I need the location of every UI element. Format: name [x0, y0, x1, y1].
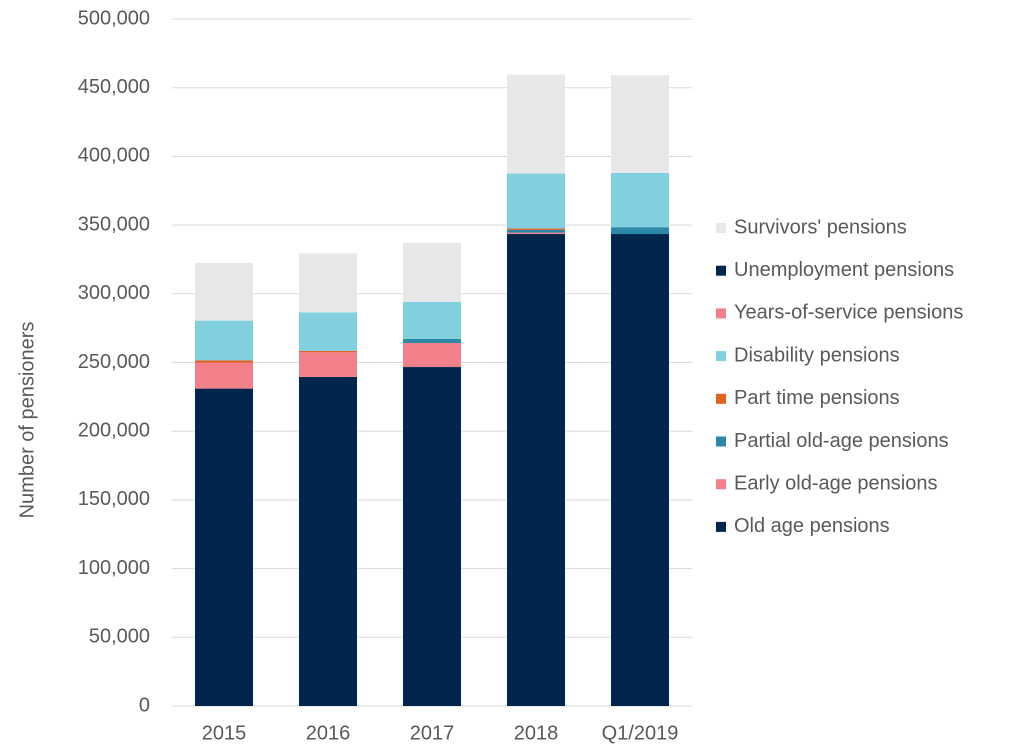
- x-tick-label: Q1/2019: [602, 722, 679, 744]
- bar-segment: [403, 367, 461, 706]
- bar-segment: [611, 227, 669, 235]
- legend-swatch: [716, 436, 726, 447]
- legend-label: Unemployment pensions: [734, 259, 954, 281]
- bar-segment: [611, 172, 669, 228]
- x-tick-label: 2016: [306, 722, 351, 744]
- y-tick-label: 50,000: [89, 626, 150, 648]
- bar-segment: [611, 75, 669, 173]
- legend-label: Disability pensions: [734, 344, 900, 366]
- bar-segment: [403, 242, 461, 302]
- legend-swatch: [716, 265, 726, 276]
- bar-segment: [403, 301, 461, 339]
- legend-label: Part time pensions: [734, 387, 900, 409]
- y-tick-label: 250,000: [78, 351, 150, 373]
- legend-label: Years-of-service pensions: [734, 302, 963, 324]
- bar-segment: [195, 362, 253, 389]
- bar-segment: [299, 350, 357, 353]
- bar-segment: [403, 342, 461, 368]
- bar-segment: [403, 338, 461, 343]
- bar-segment: [299, 376, 357, 706]
- x-tick-label: 2018: [514, 722, 559, 744]
- y-axis-label: Number of pensioners: [16, 322, 38, 519]
- legend-label: Early old-age pensions: [734, 472, 937, 494]
- legend-swatch: [716, 223, 726, 233]
- bar-segment: [611, 234, 669, 706]
- legend-label: Old age pensions: [734, 515, 890, 537]
- legend-label: Survivors' pensions: [734, 216, 907, 238]
- y-tick-label: 0: [139, 694, 150, 716]
- bar-segment: [507, 229, 565, 233]
- bar-segment: [299, 253, 357, 313]
- y-tick-label: 150,000: [78, 488, 150, 510]
- legend-swatch: [716, 308, 726, 319]
- legend-swatch: [716, 479, 726, 490]
- y-tick-label: 200,000: [78, 419, 150, 441]
- legend-swatch: [716, 521, 726, 532]
- bar-segment: [507, 173, 565, 229]
- bar-segment: [507, 228, 565, 230]
- y-tick-label: 350,000: [78, 213, 150, 235]
- y-tick-label: 400,000: [78, 145, 150, 167]
- bar-segment: [507, 232, 565, 235]
- y-tick-label: 500,000: [78, 7, 150, 29]
- y-tick-label: 300,000: [78, 282, 150, 304]
- bar-segment: [507, 234, 565, 706]
- bar-segment: [195, 262, 253, 321]
- x-tick-label: 2015: [202, 722, 247, 744]
- y-tick-label: 450,000: [78, 76, 150, 98]
- legend-swatch: [716, 393, 726, 404]
- bar-segment: [195, 360, 253, 363]
- bar-segment: [195, 320, 253, 361]
- legend-swatch: [716, 351, 726, 362]
- bar-segment: [195, 388, 253, 706]
- bar-segment: [299, 312, 357, 351]
- legend-label: Partial old-age pensions: [734, 430, 949, 452]
- x-tick-label: 2017: [410, 722, 455, 744]
- bar-segment: [299, 352, 357, 377]
- y-tick-label: 100,000: [78, 557, 150, 579]
- bar-segment: [507, 74, 565, 174]
